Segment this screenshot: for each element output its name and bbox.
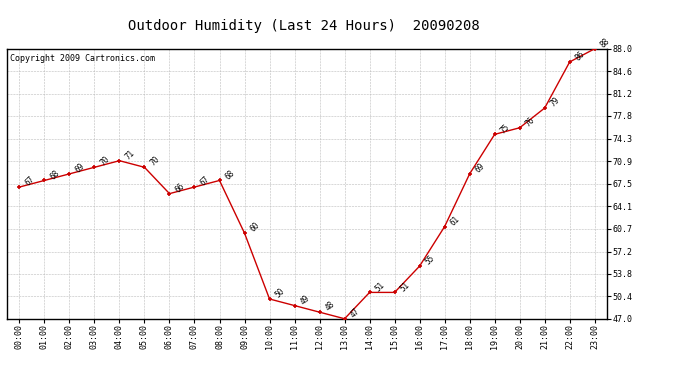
Text: 70: 70 (99, 155, 112, 168)
Point (389, 290, 400, 296)
Text: 48: 48 (324, 300, 337, 313)
Text: 67: 67 (199, 175, 212, 188)
Point (264, 296, 275, 302)
Point (289, 303, 300, 309)
Point (139, 164, 150, 170)
Text: 68: 68 (48, 168, 61, 181)
Text: 50: 50 (274, 287, 286, 300)
Text: 49: 49 (299, 293, 312, 306)
Text: 86: 86 (574, 50, 586, 63)
Text: 47: 47 (348, 306, 362, 320)
Point (589, 46, 600, 52)
Text: 69: 69 (474, 162, 486, 174)
Point (414, 263, 425, 269)
Point (439, 224, 450, 230)
Point (89, 164, 100, 170)
Point (189, 184, 200, 190)
Point (539, 105, 550, 111)
Point (364, 290, 375, 296)
Point (164, 190, 175, 196)
Text: 69: 69 (74, 162, 86, 174)
Point (489, 131, 500, 137)
Text: 79: 79 (549, 96, 562, 109)
Point (114, 158, 125, 164)
Point (339, 316, 350, 322)
Point (464, 171, 475, 177)
Text: 76: 76 (524, 116, 537, 128)
Point (564, 59, 575, 65)
Text: 51: 51 (399, 280, 412, 293)
Point (64, 171, 75, 177)
Text: 66: 66 (174, 182, 186, 194)
Point (39, 177, 50, 183)
Point (14, 184, 25, 190)
Text: Outdoor Humidity (Last 24 Hours)  20090208: Outdoor Humidity (Last 24 Hours) 2009020… (128, 19, 480, 33)
Text: 70: 70 (148, 155, 161, 168)
Text: 68: 68 (224, 168, 237, 181)
Point (214, 177, 225, 183)
Text: 71: 71 (124, 148, 137, 161)
Text: 51: 51 (374, 280, 386, 293)
Text: 61: 61 (448, 214, 462, 227)
Text: 55: 55 (424, 254, 437, 267)
Point (314, 309, 325, 315)
Point (239, 230, 250, 236)
Text: Copyright 2009 Cartronics.com: Copyright 2009 Cartronics.com (10, 54, 155, 63)
Point (514, 125, 525, 131)
Text: 60: 60 (248, 221, 262, 234)
Text: 75: 75 (499, 122, 512, 135)
Text: 88: 88 (599, 36, 612, 50)
Text: 67: 67 (23, 175, 37, 188)
